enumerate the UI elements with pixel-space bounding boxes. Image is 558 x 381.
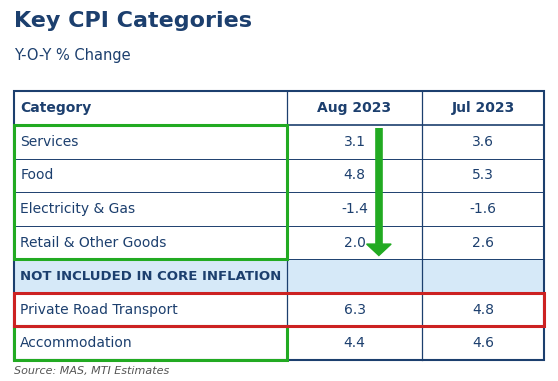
Bar <box>14 327 287 360</box>
Text: 2.6: 2.6 <box>472 235 494 250</box>
Text: Electricity & Gas: Electricity & Gas <box>20 202 136 216</box>
Text: 3.6: 3.6 <box>472 135 494 149</box>
Text: 6.3: 6.3 <box>344 303 365 317</box>
Text: 5.3: 5.3 <box>472 168 494 182</box>
Text: 4.6: 4.6 <box>472 336 494 350</box>
Text: 4.8: 4.8 <box>472 303 494 317</box>
Text: -1.4: -1.4 <box>341 202 368 216</box>
Text: 4.8: 4.8 <box>344 168 365 182</box>
Bar <box>14 293 544 327</box>
Text: Food: Food <box>20 168 54 182</box>
Text: Private Road Transport: Private Road Transport <box>20 303 178 317</box>
Text: Source: MAS, MTI Estimates: Source: MAS, MTI Estimates <box>14 367 169 376</box>
Text: 2.0: 2.0 <box>344 235 365 250</box>
Text: Retail & Other Goods: Retail & Other Goods <box>20 235 167 250</box>
Text: Key CPI Categories: Key CPI Categories <box>14 11 252 31</box>
Text: Accommodation: Accommodation <box>20 336 133 350</box>
Bar <box>14 125 287 259</box>
Text: Category: Category <box>20 101 92 115</box>
Bar <box>14 259 544 293</box>
Bar <box>14 91 544 360</box>
Text: NOT INCLUDED IN CORE INFLATION: NOT INCLUDED IN CORE INFLATION <box>20 270 282 283</box>
Text: Y-O-Y % Change: Y-O-Y % Change <box>14 48 131 62</box>
Text: -1.6: -1.6 <box>470 202 497 216</box>
Text: Jul 2023: Jul 2023 <box>451 101 514 115</box>
Text: 3.1: 3.1 <box>344 135 365 149</box>
Text: 4.4: 4.4 <box>344 336 365 350</box>
Polygon shape <box>367 244 391 256</box>
Text: Aug 2023: Aug 2023 <box>318 101 392 115</box>
Text: Services: Services <box>20 135 79 149</box>
